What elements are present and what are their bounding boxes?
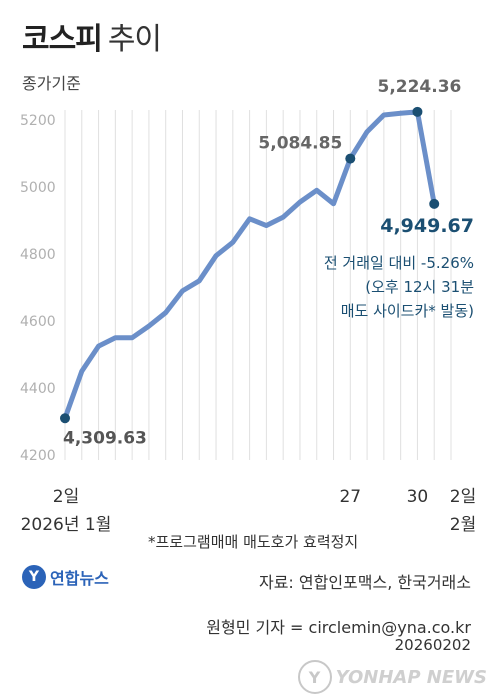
chart-title: 코스피 추이	[22, 14, 162, 58]
chart-subtitle: 종가기준	[22, 74, 81, 93]
title-bold: 코스피	[22, 22, 103, 57]
callout-line-2: (오후 12시 31분	[365, 278, 474, 296]
y-tick-label: 4800	[20, 247, 56, 263]
data-point-marker	[429, 198, 440, 209]
y-tick-label: 4200	[20, 448, 56, 464]
source-text: 자료: 연합인포맥스, 한국거래소	[258, 573, 471, 592]
logo: Y 연합뉴스	[22, 565, 109, 589]
data-label: 4,949.67	[380, 215, 474, 237]
y-tick-label: 5000	[20, 180, 56, 196]
data-label: 4,309.63	[63, 428, 147, 448]
x-tick-label: 27	[339, 487, 361, 507]
callout-line-1: 전 거래일 대비 -5.26%	[324, 254, 474, 272]
data-point-marker	[345, 153, 356, 164]
y-tick-label: 4400	[20, 381, 56, 397]
month-label: 2026년 1월	[21, 515, 112, 535]
line-chart: 4200 4400 4600 4800 5000 5200 4,309.63 5,084.85…	[20, 77, 476, 535]
date-text: 20260202	[394, 636, 471, 654]
data-point-marker	[412, 106, 423, 117]
x-tick-label: 2일	[53, 487, 79, 507]
yonhap-logo-icon: Y	[22, 565, 46, 589]
reporter-text: 원형민 기자 = circlemin@yna.co.kr	[206, 618, 471, 637]
data-label: 5,084.85	[258, 134, 342, 154]
title-regular: 추이	[107, 22, 162, 57]
y-tick-label: 4600	[20, 314, 56, 330]
callout-line-3: 매도 사이드카* 발동)	[341, 302, 474, 320]
footnote: *프로그램매매 매도호가 효력정지	[148, 533, 359, 551]
watermark-text: YONHAP NEWS	[335, 666, 487, 688]
y-tick-label: 5200	[20, 113, 56, 129]
logo-text: 연합뉴스	[50, 569, 109, 588]
watermark: Y YONHAP NEWS	[297, 660, 487, 694]
data-point-marker	[60, 413, 70, 424]
watermark-logo-icon: Y	[297, 660, 332, 694]
x-tick-label: 2일	[450, 487, 476, 507]
month-label: 2월	[450, 515, 476, 535]
series-line	[62, 109, 437, 421]
x-tick-label: 30	[407, 487, 429, 507]
data-label: 5,224.36	[377, 77, 461, 97]
